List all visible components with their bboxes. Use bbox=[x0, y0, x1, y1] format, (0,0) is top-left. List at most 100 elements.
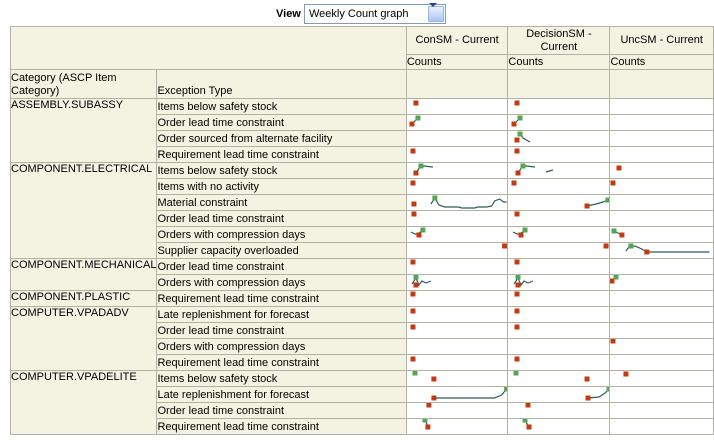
red-marker bbox=[644, 249, 650, 255]
chart-cell bbox=[507, 114, 611, 131]
red-marker bbox=[514, 324, 520, 330]
chart-cell bbox=[405, 146, 509, 163]
chart-cell bbox=[405, 98, 509, 115]
green-marker bbox=[517, 131, 523, 137]
sparkline bbox=[513, 275, 534, 288]
chart-cell bbox=[507, 274, 611, 291]
chart-cell bbox=[609, 162, 714, 179]
table-row: Items with no activity bbox=[11, 178, 714, 195]
table-row: ASSEMBLY.SUBASSY Items below safety stock bbox=[9, 98, 714, 163]
table-row: Order lead time constraint bbox=[11, 210, 714, 227]
red-marker bbox=[410, 356, 416, 362]
category-cell: COMPUTER.VPADELITE bbox=[9, 370, 158, 435]
chevron-down-icon[interactable] bbox=[428, 3, 444, 24]
green-marker bbox=[613, 275, 619, 280]
dimension-header-row: Category (ASCP Item Category) Exception … bbox=[9, 69, 714, 99]
sparkline bbox=[603, 243, 609, 249]
category-cell: COMPONENT.PLASTIC bbox=[9, 290, 158, 307]
table-body: ASSEMBLY.SUBASSY Items below safety stock… bbox=[9, 98, 714, 435]
red-marker bbox=[610, 278, 615, 284]
chart-cell bbox=[405, 306, 509, 323]
table-row: Order lead time constraint bbox=[11, 402, 714, 419]
red-marker bbox=[526, 424, 532, 430]
red-marker bbox=[610, 339, 616, 344]
red-marker bbox=[413, 100, 419, 106]
counts-header-row: Counts Counts Counts bbox=[11, 54, 714, 70]
green-marker bbox=[522, 419, 528, 423]
sparkline bbox=[514, 259, 520, 265]
column-header-decisionsm: DecisionSM - Current bbox=[507, 26, 611, 55]
exception-type-cell: Order lead time constraint bbox=[156, 114, 407, 131]
green-marker bbox=[412, 371, 418, 376]
red-marker bbox=[514, 100, 520, 106]
exception-type-cell: Order lead time constraint bbox=[156, 258, 407, 275]
red-marker bbox=[410, 291, 416, 297]
view-dropdown-value: Weekly Count graph bbox=[309, 8, 409, 20]
sparkline bbox=[410, 180, 416, 186]
green-marker bbox=[517, 115, 523, 121]
sparkline bbox=[410, 148, 416, 154]
chart-cell bbox=[405, 210, 509, 227]
sparkline bbox=[410, 308, 416, 314]
exception-type-cell: Orders with compression days bbox=[156, 338, 407, 355]
chart-cell bbox=[405, 274, 509, 291]
sparkline bbox=[513, 227, 528, 238]
table-row: Late replenishment for forecast bbox=[11, 386, 714, 403]
chevron-down-glyph bbox=[429, 3, 437, 24]
red-marker bbox=[426, 403, 432, 408]
red-marker bbox=[410, 324, 416, 330]
exception-summary-table: ConSM - Current DecisionSM - Current Unc… bbox=[9, 26, 714, 435]
sparkline bbox=[610, 180, 616, 186]
category-header-cell: Category (ASCP Item Category) bbox=[9, 69, 158, 99]
red-marker bbox=[514, 148, 520, 154]
chart-cell bbox=[507, 386, 611, 403]
category-cell: COMPONENT.MECHANICAL bbox=[9, 258, 158, 291]
table-row: Requirement lead time constraint bbox=[11, 354, 714, 371]
table-row: Order sourced from alternate facility bbox=[11, 130, 714, 147]
sparkline bbox=[623, 371, 629, 377]
sparkline bbox=[412, 371, 437, 382]
table-row: Orders with compression days bbox=[11, 226, 714, 243]
green-marker bbox=[418, 163, 424, 169]
red-marker bbox=[525, 403, 531, 408]
red-marker bbox=[431, 376, 437, 382]
chart-cell bbox=[405, 194, 509, 211]
chart-cell bbox=[405, 258, 509, 275]
chart-cell bbox=[507, 418, 611, 435]
chart-cell bbox=[507, 322, 611, 339]
red-marker bbox=[514, 211, 520, 217]
green-marker bbox=[605, 197, 609, 203]
view-label: View bbox=[276, 8, 301, 20]
table-row: Orders with compression days bbox=[11, 338, 714, 355]
sparkline bbox=[514, 100, 520, 106]
exception-type-cell: Material constraint bbox=[156, 194, 407, 211]
table-row: COMPONENT.MECHANICAL Order lead time cons… bbox=[9, 258, 714, 291]
table-row: COMPONENT.PLASTIC Requirement lead time c… bbox=[9, 290, 714, 307]
exception-type-cell: Late replenishment for forecast bbox=[156, 386, 407, 403]
chart-cell bbox=[405, 162, 509, 179]
view-dropdown[interactable]: Weekly Count graph bbox=[304, 3, 446, 24]
blank-header-cell bbox=[609, 69, 714, 99]
sparkline bbox=[426, 403, 432, 408]
chart-cell bbox=[609, 274, 714, 291]
chart-cell bbox=[405, 402, 509, 419]
green-marker bbox=[520, 163, 526, 169]
chart-cell bbox=[507, 370, 611, 387]
red-marker bbox=[425, 424, 431, 430]
blank-header-cell bbox=[405, 69, 509, 99]
chart-cell bbox=[405, 226, 509, 243]
table-row: Material constraint bbox=[11, 194, 714, 211]
red-marker bbox=[515, 170, 521, 176]
chart-cell bbox=[609, 130, 714, 147]
red-marker bbox=[515, 282, 521, 288]
green-marker bbox=[415, 115, 421, 121]
table-row: Supplier capacity overloaded bbox=[11, 242, 714, 259]
chart-cell bbox=[609, 194, 714, 211]
sparkline bbox=[410, 227, 426, 238]
red-marker bbox=[410, 148, 416, 154]
exception-type-cell: Order lead time constraint bbox=[156, 210, 407, 227]
chart-cell bbox=[405, 130, 509, 147]
chart-cell bbox=[609, 146, 714, 163]
red-marker bbox=[616, 165, 622, 171]
sparkline bbox=[610, 275, 619, 284]
